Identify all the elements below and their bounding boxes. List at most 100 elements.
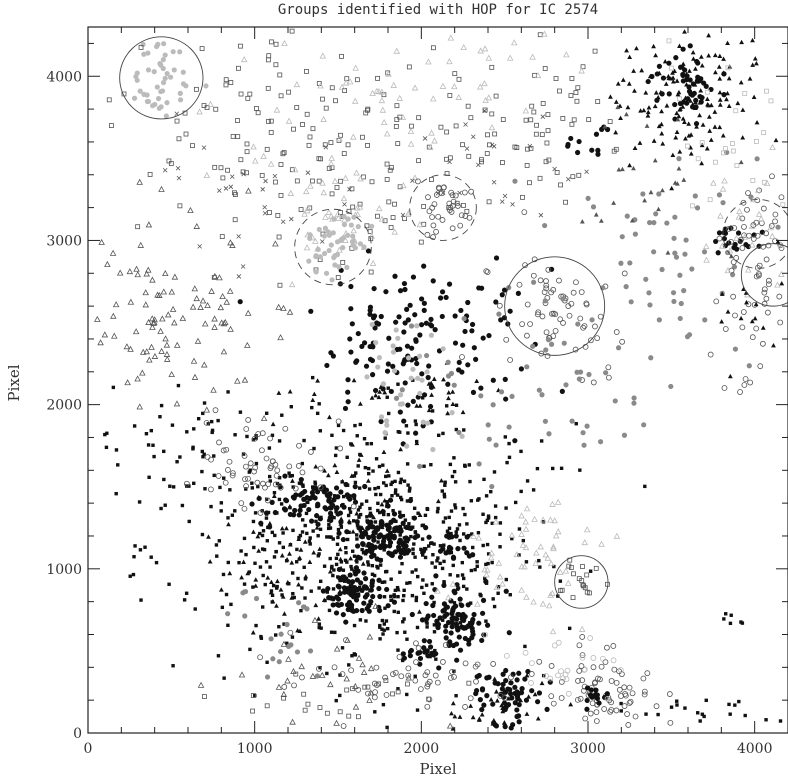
data-point [590, 664, 597, 671]
data-point [336, 535, 340, 540]
data-point [397, 392, 404, 398]
data-point [312, 237, 319, 244]
data-point [461, 506, 465, 511]
data-point [428, 332, 435, 338]
data-point [230, 513, 235, 517]
data-point [341, 151, 347, 156]
data-point [311, 529, 315, 533]
data-point [685, 96, 691, 102]
data-point [406, 483, 410, 487]
data-point [443, 550, 449, 556]
group-circle-7 [740, 243, 788, 307]
data-point [236, 234, 241, 239]
data-point [171, 319, 178, 326]
data-point [624, 711, 630, 717]
data-point [745, 243, 752, 250]
data-point [215, 554, 219, 558]
data-point [103, 432, 107, 437]
data-point [625, 722, 632, 728]
data-point [704, 89, 710, 95]
data-point [230, 133, 236, 139]
data-point [385, 725, 389, 730]
data-point [457, 714, 463, 719]
data-point [301, 691, 307, 697]
data-point [112, 301, 120, 308]
data-point [417, 390, 423, 397]
data-point [416, 574, 420, 579]
data-point [331, 587, 336, 591]
data-point [747, 76, 753, 81]
data-point [228, 80, 234, 85]
data-point [236, 274, 242, 279]
data-point [545, 128, 551, 133]
data-point [597, 439, 604, 445]
data-point [755, 210, 763, 217]
data-point [203, 83, 209, 89]
data-point [347, 572, 353, 578]
data-point [405, 462, 410, 466]
data-point [740, 309, 747, 315]
data-point [256, 548, 262, 553]
data-point [487, 142, 492, 148]
data-point [219, 234, 225, 239]
data-point [707, 128, 713, 133]
data-point [673, 55, 679, 61]
data-point [350, 133, 357, 140]
data-point [183, 480, 190, 487]
data-point [671, 298, 677, 305]
data-point [446, 722, 454, 729]
data-point [439, 217, 446, 223]
y-tick-label: 3000 [46, 233, 82, 249]
data-point [334, 214, 342, 221]
data-point [410, 398, 416, 405]
data-point [384, 422, 390, 428]
data-point [408, 375, 414, 381]
data-point [683, 706, 687, 710]
data-point [200, 532, 205, 537]
data-point [313, 482, 318, 486]
data-point [515, 692, 521, 698]
data-point [759, 340, 766, 347]
data-point [734, 246, 740, 252]
data-point [171, 664, 175, 668]
data-point [548, 289, 555, 296]
data-point [328, 556, 332, 561]
data-point [643, 90, 649, 95]
data-point [753, 139, 759, 144]
data-point [264, 560, 269, 564]
data-point [420, 523, 424, 528]
data-point [583, 300, 590, 307]
data-point [284, 556, 290, 562]
data-point [462, 704, 468, 710]
data-point [664, 103, 670, 108]
data-point [367, 471, 371, 476]
data-point [414, 598, 418, 603]
data-point [383, 289, 389, 295]
data-point [599, 655, 606, 662]
data-point [327, 523, 331, 527]
data-point [332, 494, 337, 498]
data-point [185, 430, 189, 434]
data-point [608, 707, 615, 713]
data-point [287, 551, 292, 556]
data-point [316, 178, 322, 184]
data-point [467, 695, 474, 702]
data-point [318, 665, 322, 670]
data-point [754, 60, 759, 66]
data-point [341, 216, 348, 223]
data-point [740, 135, 746, 140]
data-point [752, 56, 758, 61]
data-point [241, 505, 248, 512]
data-point [523, 593, 530, 600]
data-point [247, 91, 253, 97]
data-point [158, 347, 165, 354]
data-point [381, 463, 385, 467]
data-point [538, 350, 545, 357]
data-point [308, 449, 314, 455]
data-point [419, 371, 425, 377]
data-point [725, 309, 731, 314]
data-point [666, 73, 671, 79]
data-point [276, 390, 282, 395]
data-point [707, 197, 713, 203]
data-point [410, 570, 414, 574]
